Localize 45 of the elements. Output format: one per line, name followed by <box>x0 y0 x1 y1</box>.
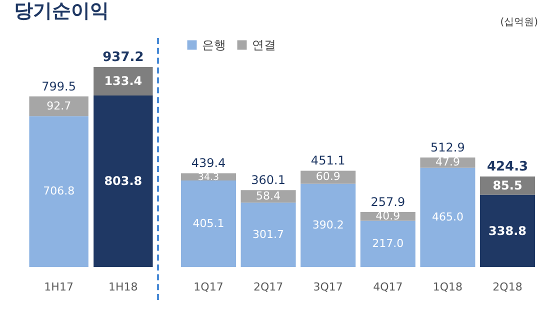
bar <box>300 184 356 267</box>
bar <box>29 116 88 267</box>
total-label: 257.9 <box>370 194 406 209</box>
data-label: 133.4 <box>104 74 142 88</box>
data-label: 706.8 <box>43 184 75 198</box>
data-label: 58.4 <box>256 189 281 202</box>
data-label: 47.9 <box>435 156 460 169</box>
bar <box>94 67 153 96</box>
bar <box>94 95 153 267</box>
x-tick-label: 1H18 <box>108 280 138 294</box>
bar <box>29 96 88 116</box>
bar <box>420 168 476 267</box>
data-label: 405.1 <box>192 216 224 230</box>
data-label: 803.8 <box>104 174 142 188</box>
x-tick-label: 1Q18 <box>432 280 463 294</box>
total-label: 451.1 <box>310 154 346 168</box>
bar <box>480 194 536 267</box>
x-tick-label: 1H17 <box>44 280 74 294</box>
data-label: 301.7 <box>252 228 284 241</box>
x-tick-label: 1Q17 <box>194 280 224 294</box>
data-label: 217.0 <box>372 236 404 250</box>
total-label: 424.3 <box>486 159 528 174</box>
total-label: 937.2 <box>102 50 144 65</box>
legend-label: 연결 <box>252 38 276 52</box>
x-tick-label: 2Q17 <box>253 280 284 294</box>
data-label: 92.7 <box>46 99 72 112</box>
x-tick-label: 3Q17 <box>313 280 343 294</box>
data-label: 85.5 <box>492 178 522 193</box>
x-tick-label: 2Q18 <box>492 280 522 294</box>
bar <box>360 220 416 267</box>
legend-label: 은행 <box>202 38 226 52</box>
total-label: 512.9 <box>430 140 465 155</box>
x-tick-label: 4Q17 <box>373 280 403 294</box>
data-label: 390.2 <box>312 218 344 232</box>
data-label: 465.0 <box>432 210 464 224</box>
total-label: 439.4 <box>191 156 226 170</box>
chart-title: 당기순이익 <box>14 0 109 22</box>
data-label: 338.8 <box>488 224 526 238</box>
total-label: 360.1 <box>251 173 286 188</box>
total-label: 799.5 <box>42 79 76 94</box>
text: (십억원) <box>500 17 538 28</box>
bar <box>180 180 236 267</box>
data-label: 34.3 <box>198 172 220 183</box>
bar <box>240 202 296 267</box>
data-label: 60.9 <box>316 170 340 184</box>
